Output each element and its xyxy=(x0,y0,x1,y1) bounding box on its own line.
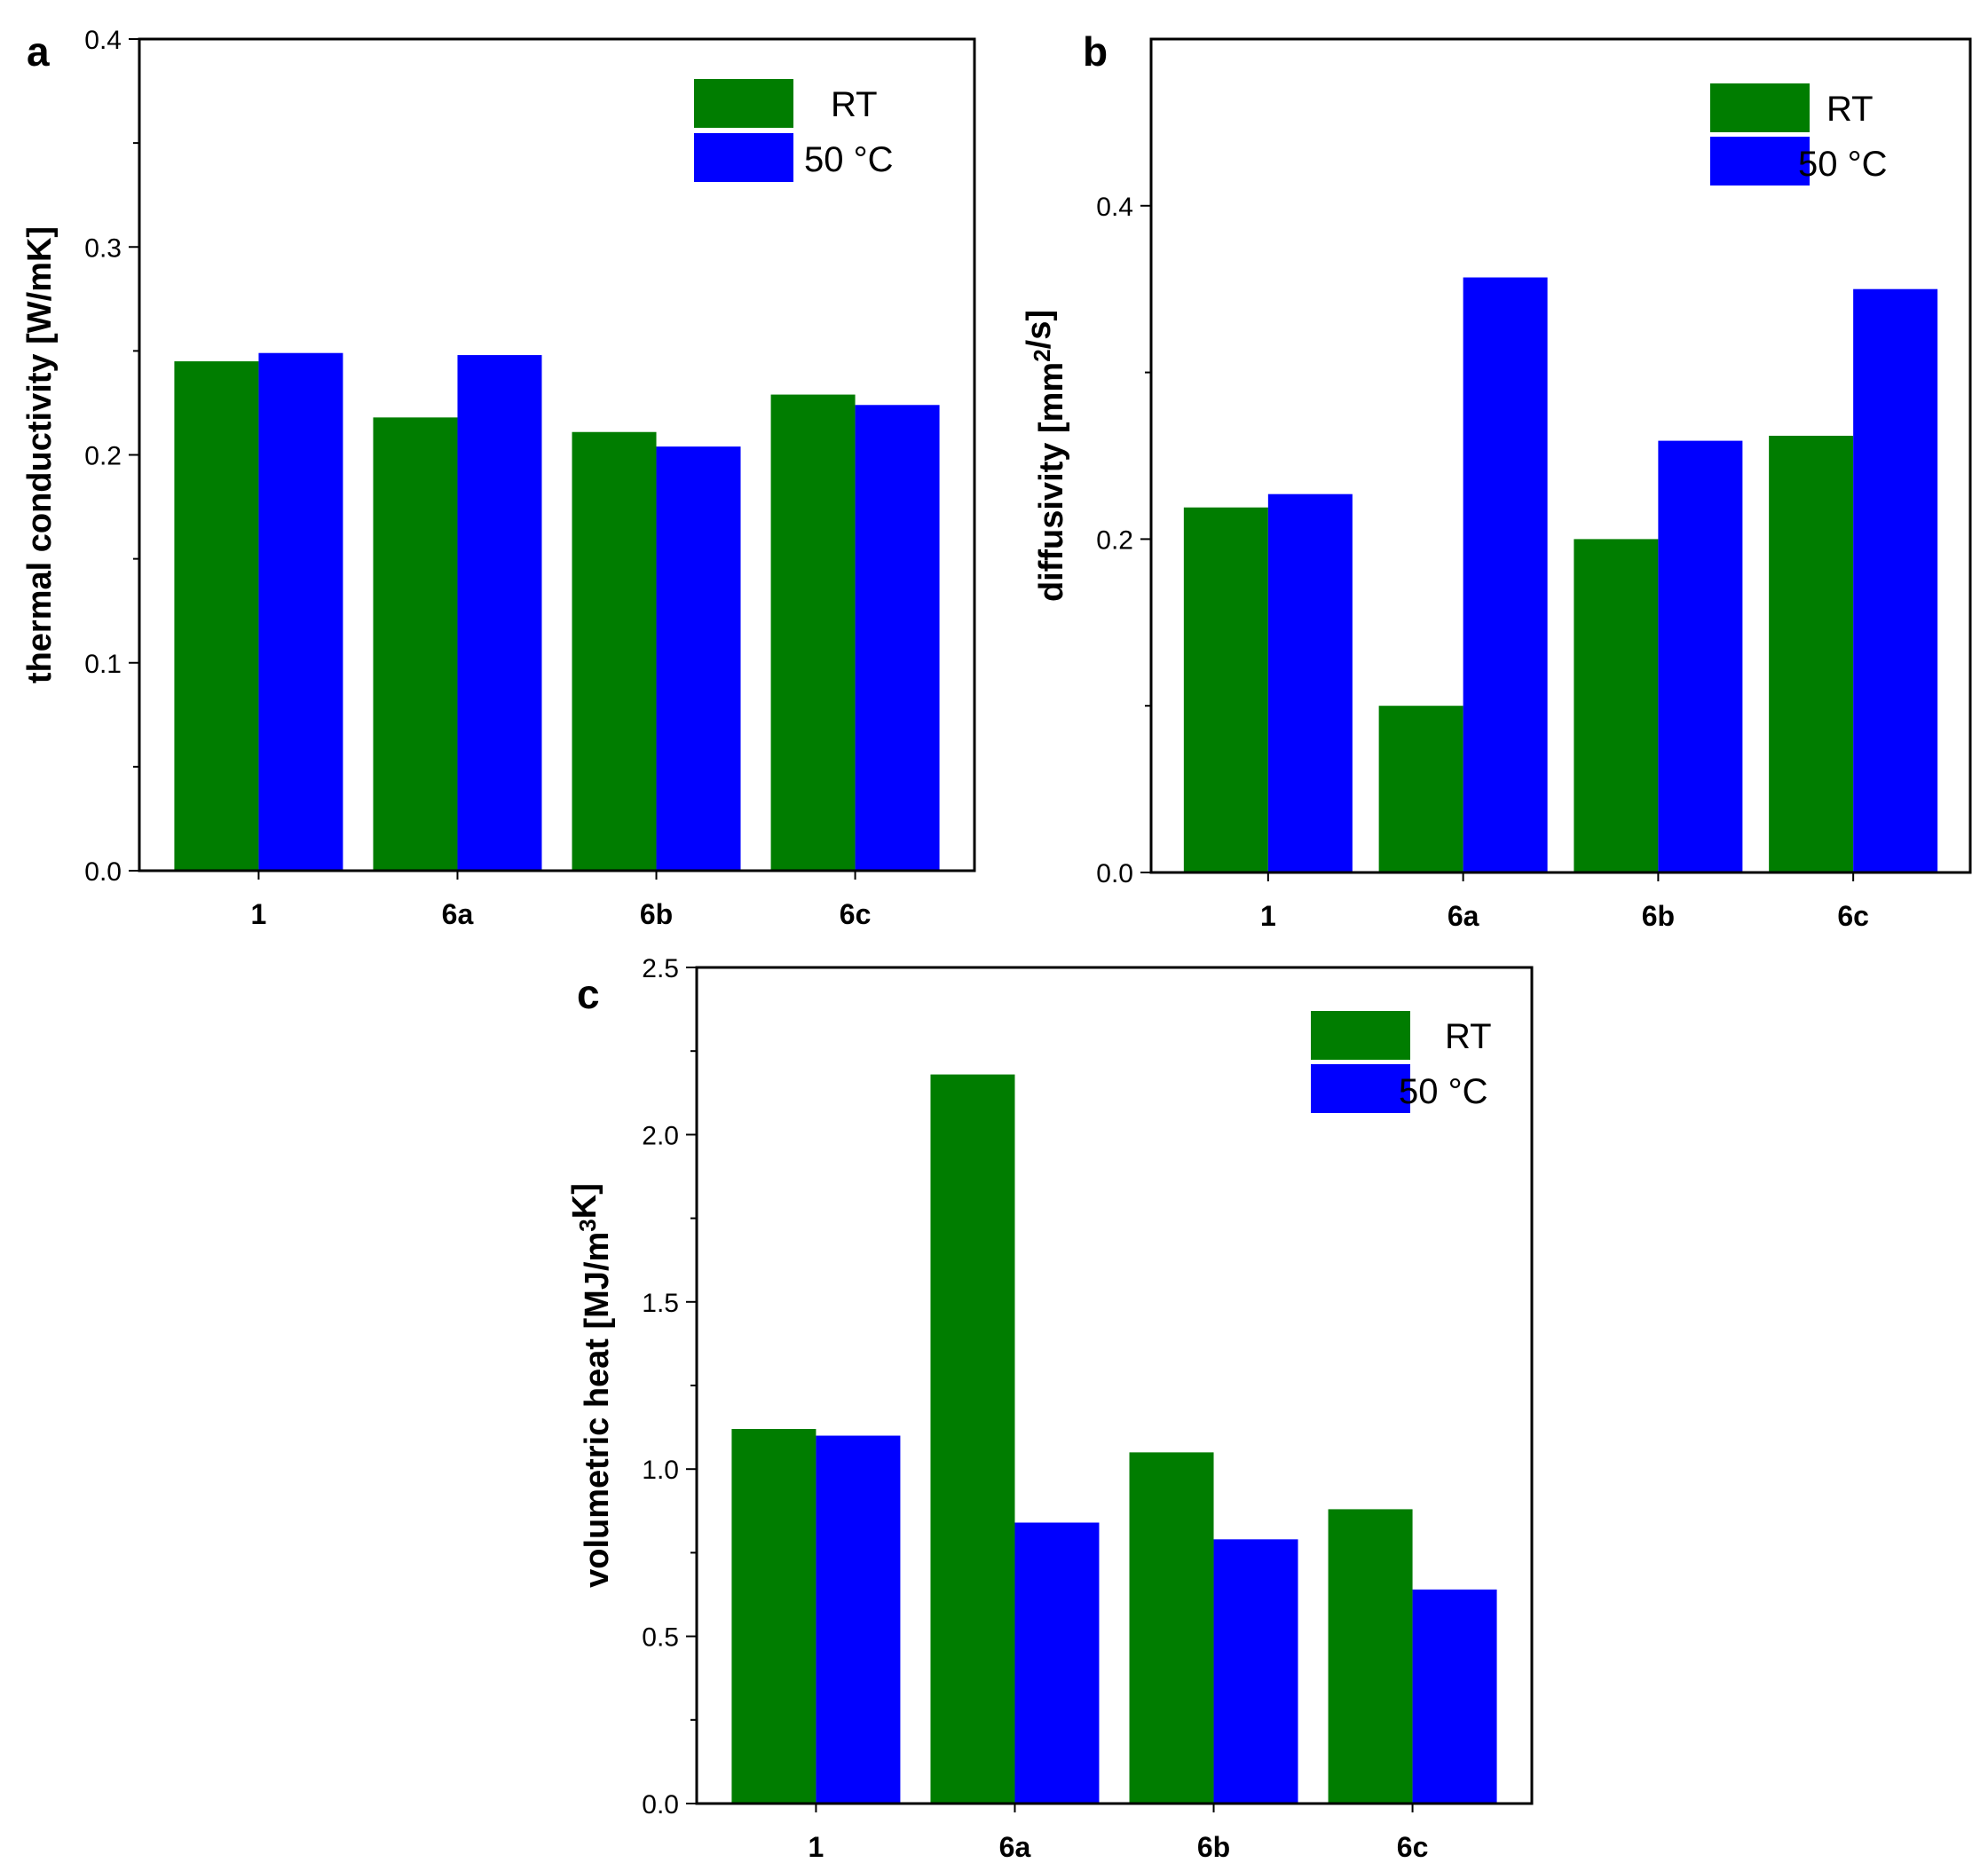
x-tick-label: 6c xyxy=(1837,900,1869,932)
y-axis-label: volumetric heat [MJ/m3K] xyxy=(566,1183,616,1588)
plot-frame xyxy=(1149,37,1972,874)
bar-a-6a-50c xyxy=(457,355,542,871)
y-tick-label: 0.5 xyxy=(642,1623,679,1653)
bar-a-1-rt xyxy=(174,361,259,871)
y-tick-label: 2.5 xyxy=(642,954,679,983)
panel-letter: c xyxy=(577,971,600,1017)
legend-label-rt: RT xyxy=(831,85,878,124)
y-tick-label: 2.0 xyxy=(642,1121,679,1150)
bar-a-6a-rt xyxy=(373,417,458,871)
bar-c-6c-50c xyxy=(1412,1589,1497,1804)
x-tick-label: 1 xyxy=(809,1831,824,1863)
bar-a-6b-rt xyxy=(572,431,657,871)
x-tick-label: 6b xyxy=(1197,1831,1230,1863)
legend-swatch-rt xyxy=(1311,1011,1410,1060)
x-tick-label: 6c xyxy=(1397,1831,1429,1863)
y-tick-label: 0.2 xyxy=(1096,525,1133,555)
legend-swatch-50c xyxy=(1710,137,1810,186)
x-tick-label: 1 xyxy=(1260,900,1276,932)
bar-a-6c-rt xyxy=(770,394,856,871)
bar-c-1-50c xyxy=(816,1435,901,1804)
legend: RT 50 °C xyxy=(1311,1011,1492,1113)
panel-letter: a xyxy=(27,28,50,75)
x-tick-label: 6c xyxy=(840,898,872,930)
y-tick-label: 1.0 xyxy=(642,1456,679,1485)
bar-c-6a-rt xyxy=(930,1074,1015,1804)
legend-swatch-rt xyxy=(694,79,793,128)
y-tick-label: 0.0 xyxy=(1096,859,1133,888)
legend-swatch-50c xyxy=(1311,1064,1410,1113)
legend: RT 50 °C xyxy=(694,79,894,182)
bar-b-6a-50c xyxy=(1463,277,1548,873)
bar-c-6b-50c xyxy=(1213,1539,1298,1804)
bar-c-6b-rt xyxy=(1129,1452,1214,1804)
legend-swatch-rt xyxy=(1710,83,1810,132)
bar-a-6b-50c xyxy=(656,446,741,871)
y-tick-label: 0.0 xyxy=(84,857,122,887)
bar-c-6c-rt xyxy=(1328,1509,1413,1804)
x-tick-label: 6a xyxy=(999,1831,1031,1863)
bar-b-1-rt xyxy=(1183,507,1268,872)
legend: RT 50 °C xyxy=(1710,83,1888,186)
bar-b-6c-rt xyxy=(1769,435,1854,872)
bar-a-1-50c xyxy=(258,352,343,871)
y-axis-label: thermal conductivity [W/mK] xyxy=(21,226,59,683)
legend-label-50c: 50 °C xyxy=(804,140,894,179)
y-tick-label: 0.3 xyxy=(84,233,122,263)
y-tick-label: 0.2 xyxy=(84,442,122,471)
y-tick-label: 0.4 xyxy=(84,26,122,55)
legend-label-50c: 50 °C xyxy=(1798,145,1888,184)
y-tick-label: 0.0 xyxy=(642,1790,679,1820)
bar-b-6b-rt xyxy=(1574,539,1659,872)
x-tick-label: 6a xyxy=(442,898,474,930)
x-tick-label: 1 xyxy=(251,898,267,930)
panel-letter: b xyxy=(1083,28,1108,75)
legend-label-rt: RT xyxy=(1445,1017,1492,1056)
panel-b: 1 6a 6b 6c 0.0 0.2 0.4 diffusivity [mm2/s] b RT 50… xyxy=(1021,28,1972,932)
legend-swatch-50c xyxy=(694,133,793,182)
y-tick-label: 1.5 xyxy=(642,1289,679,1318)
bar-b-6a-rt xyxy=(1378,706,1463,872)
y-tick-label: 0.1 xyxy=(84,650,122,679)
x-tick-label: 6b xyxy=(1642,900,1675,932)
bar-c-1-rt xyxy=(731,1428,816,1804)
bar-b-6c-50c xyxy=(1853,288,1938,872)
legend-label-rt: RT xyxy=(1826,90,1874,129)
panel-c: 1 6a 6b 6c 0.0 0.5 1.0 1.5 2.0 2.5 volumetric heat… xyxy=(566,954,1534,1863)
x-tick-label: 6a xyxy=(1448,900,1479,932)
y-tick-label: 0.4 xyxy=(1096,193,1133,222)
bar-b-6b-50c xyxy=(1658,440,1743,872)
bar-b-1-50c xyxy=(1267,493,1353,872)
bar-c-6a-50c xyxy=(1014,1522,1100,1804)
legend-label-50c: 50 °C xyxy=(1399,1072,1488,1111)
x-tick-label: 6b xyxy=(640,898,673,930)
y-axis-label: diffusivity [mm2/s] xyxy=(1021,310,1070,602)
bar-a-6c-50c xyxy=(855,405,940,871)
panel-a: 1 6a 6b 6c 0.0 0.1 0.2 0.3 0.4 thermal conductivi… xyxy=(21,26,976,930)
